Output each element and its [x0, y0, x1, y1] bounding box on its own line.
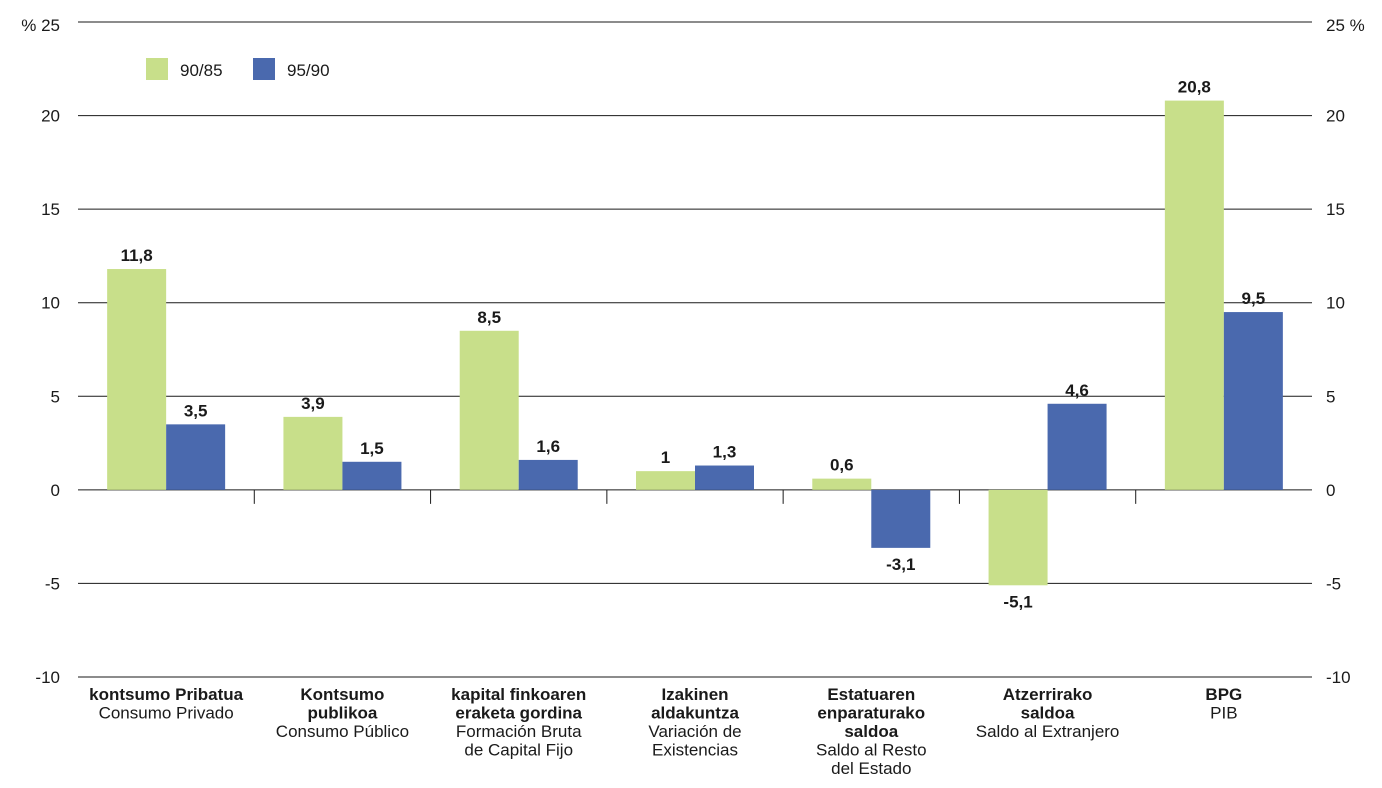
- data-label: 1,5: [360, 439, 384, 458]
- data-label: 4,6: [1065, 381, 1089, 400]
- category-label-es: Formación Bruta: [456, 722, 582, 741]
- data-label: 3,9: [301, 394, 325, 413]
- bar-95-90: [871, 489, 931, 548]
- y-tick-label-right: 20: [1326, 107, 1345, 126]
- y-tick-label-right: -5: [1326, 574, 1341, 593]
- y-tick-label-right: 10: [1326, 294, 1345, 313]
- data-label: 8,5: [477, 308, 501, 327]
- y-axis-unit-right: 25 %: [1326, 16, 1365, 35]
- category-label-es: Variación de: [648, 722, 741, 741]
- bar-95-90: [1223, 312, 1283, 490]
- y-tick-label-left: -10: [35, 668, 60, 687]
- category-label-eu: aldakuntza: [651, 704, 739, 723]
- category-label-eu: saldoa: [1021, 704, 1075, 723]
- bar-90-85: [107, 269, 167, 490]
- data-label: 1,3: [713, 443, 737, 462]
- bars: [107, 100, 1283, 586]
- bar-95-90: [342, 461, 402, 490]
- y-tick-label-left: 5: [51, 387, 60, 406]
- category-label-es: Consumo Público: [276, 722, 409, 741]
- bar-90-85: [812, 478, 872, 490]
- y-tick-label-right: 0: [1326, 481, 1335, 500]
- bar-90-85: [459, 330, 519, 490]
- data-label: 0,6: [830, 456, 854, 475]
- bar-90-85: [636, 471, 695, 490]
- category-label-eu: Kontsumo: [300, 685, 384, 704]
- category-label-eu: enparaturako: [817, 704, 925, 723]
- data-label: 11,8: [121, 246, 153, 265]
- data-label: 3,5: [184, 401, 208, 420]
- y-axis-unit-left: % 25: [21, 16, 60, 35]
- category-label-eu: BPG: [1205, 685, 1242, 704]
- legend-swatch: [146, 58, 168, 80]
- category-label-es: PIB: [1210, 704, 1237, 723]
- legend-swatch: [253, 58, 275, 80]
- data-label: 20,8: [1178, 78, 1211, 97]
- data-label: -3,1: [886, 555, 915, 574]
- category-label-eu: Estatuaren: [827, 685, 915, 704]
- category-label-es: Saldo al Resto: [816, 741, 927, 760]
- category-label-es: Consumo Privado: [99, 704, 234, 723]
- y-tick-label-right: 5: [1326, 387, 1335, 406]
- category-label-eu: kontsumo Pribatua: [89, 685, 244, 704]
- data-label: 1,6: [536, 437, 560, 456]
- x-axis: [253, 489, 1137, 504]
- data-label: 1: [661, 448, 670, 467]
- y-tick-label-left: 0: [51, 481, 60, 500]
- category-label-eu: publikoa: [307, 704, 377, 723]
- bar-90-85: [1164, 100, 1224, 490]
- category-label-eu: eraketa gordina: [455, 704, 582, 723]
- bar-95-90: [518, 459, 578, 490]
- legend: 90/85 95/90: [146, 58, 330, 80]
- value-labels: 11,8 3,5 3,9 1,5 8,5 1,6 1 1,3 0,6 -3,1 -5,1 4,6 20,…: [121, 78, 1266, 612]
- gridlines: [78, 21, 1312, 678]
- category-label-es: de Capital Fijo: [464, 741, 573, 760]
- y-tick-label-left: 15: [41, 200, 60, 219]
- category-label-eu: kapital finkoaren: [451, 685, 586, 704]
- y-tick-label-left: 20: [41, 107, 60, 126]
- bar-95-90: [1047, 403, 1107, 490]
- bar-90-85: [283, 416, 343, 490]
- bar-95-90: [166, 424, 226, 490]
- legend-label: 95/90: [287, 61, 330, 80]
- y-tick-label-right: 15: [1326, 200, 1345, 219]
- category-label-es: Existencias: [652, 741, 738, 760]
- data-label: -5,1: [1003, 592, 1032, 611]
- category-label-eu: saldoa: [844, 722, 898, 741]
- data-label: 9,5: [1242, 289, 1266, 308]
- bar-90-85: [988, 489, 1048, 586]
- category-label-es: Saldo al Extranjero: [976, 722, 1120, 741]
- y-tick-label-right: -10: [1326, 668, 1351, 687]
- bar-95-90: [695, 465, 754, 490]
- category-label-eu: Izakinen: [661, 685, 728, 704]
- y-tick-label-left: 10: [41, 294, 60, 313]
- category-label-es: del Estado: [831, 759, 911, 778]
- legend-label: 90/85: [180, 61, 223, 80]
- y-tick-labels: -10 -10 -5 -5 0 0 5 5 10 10 15 15 20 20: [35, 107, 1350, 687]
- y-tick-label-left: -5: [45, 574, 60, 593]
- category-label-eu: Atzerrirako: [1003, 685, 1093, 704]
